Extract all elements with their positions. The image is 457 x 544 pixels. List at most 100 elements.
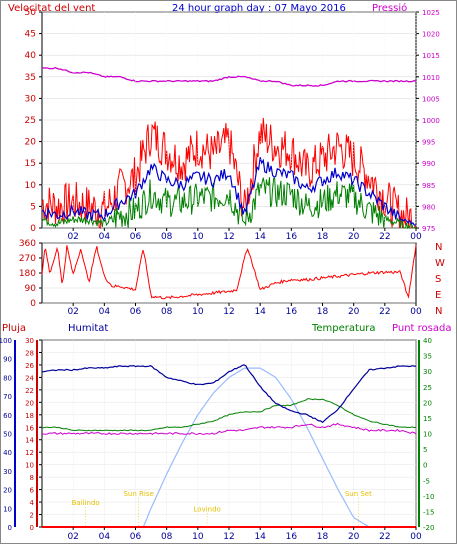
temperature-axis-bar bbox=[418, 340, 420, 527]
climate-hour-tick-label: 14 bbox=[254, 532, 266, 542]
wind-speed-tick-label: 40 bbox=[25, 51, 37, 61]
rain-tick-label: 26 bbox=[25, 362, 34, 370]
rain-tick-label: 2 bbox=[30, 512, 34, 520]
wind-hour-tick-label: 04 bbox=[99, 232, 111, 242]
humidity-tick-label: 50 bbox=[3, 431, 12, 439]
pressure-label: Pressió bbox=[372, 2, 407, 14]
sun-annotation-label: Sun Rise bbox=[123, 490, 153, 498]
humidity-tick-label: 70 bbox=[3, 393, 12, 401]
wind-speed-tick-label: 35 bbox=[25, 73, 36, 83]
wind-speed-tick-label: 30 bbox=[25, 94, 37, 104]
direction-hour-tick-label: 22 bbox=[379, 307, 390, 317]
wind-hour-tick-label: 06 bbox=[130, 232, 142, 242]
pressure-tick-label: 980 bbox=[422, 203, 435, 211]
wind-speed-tick-label: 20 bbox=[25, 138, 37, 148]
compass-letter: W bbox=[435, 258, 445, 269]
temperature-tick-label: -15 bbox=[423, 508, 434, 516]
rain-tick-label: 16 bbox=[25, 424, 34, 432]
direction-hour-tick-label: 04 bbox=[99, 307, 111, 317]
compass-letter: N bbox=[435, 242, 442, 253]
direction-tick-label: 360 bbox=[19, 239, 36, 249]
rain-tick-label: 14 bbox=[25, 437, 34, 445]
climate-hour-tick-label: 12 bbox=[223, 532, 234, 542]
humidity-axis: 0 10 20 30 40 50 60 70 80 90 100 bbox=[0, 337, 12, 532]
humidity-tick-label: 100 bbox=[0, 337, 12, 345]
direction-axis: 0 90 180 270 360 bbox=[19, 239, 42, 309]
dew-point-label: Punt rosada bbox=[392, 323, 451, 334]
wind-speed-axis: 0 5 10 15 20 25 30 35 40 45 50 bbox=[25, 8, 42, 234]
rain-tick-label: 30 bbox=[25, 337, 34, 345]
climate-hour-tick-label: 02 bbox=[67, 532, 78, 542]
temperature-tick-label: 20 bbox=[423, 399, 432, 407]
climate-hour-tick-label: 06 bbox=[130, 532, 142, 542]
rain-label: Pluja bbox=[2, 323, 26, 334]
rain-tick-label: 4 bbox=[30, 499, 35, 507]
humidity-tick-label: 90 bbox=[3, 356, 12, 364]
humidity-tick-label: 30 bbox=[3, 468, 12, 476]
direction-hour-axis: 02 04 06 08 10 12 14 16 18 20 22 00 bbox=[67, 303, 422, 317]
temperature-tick-label: 25 bbox=[423, 384, 432, 392]
dew-point-line bbox=[41, 422, 417, 435]
compass-letter: E bbox=[435, 290, 441, 301]
direction-tick-label: 90 bbox=[25, 284, 37, 294]
climate-hour-tick-label: 20 bbox=[348, 532, 360, 542]
pressure-tick-label: 985 bbox=[422, 182, 435, 190]
direction-hour-tick-label: 20 bbox=[348, 307, 360, 317]
temperature-label: Temperatura bbox=[311, 323, 376, 334]
temperature-tick-label: 5 bbox=[423, 446, 427, 454]
humidity-tick-label: 60 bbox=[3, 412, 12, 420]
humidity-tick-label: 20 bbox=[3, 487, 12, 495]
wind-speed-tick-label: 25 bbox=[25, 116, 36, 126]
pressure-tick-label: 1020 bbox=[422, 31, 440, 39]
humidity-tick-label: 0 bbox=[8, 524, 12, 532]
humidity-tick-label: 10 bbox=[3, 505, 12, 513]
wind-hour-tick-label: 12 bbox=[223, 232, 234, 242]
climate-hour-tick-label: 00 bbox=[410, 532, 422, 542]
rain-tick-label: 22 bbox=[25, 387, 34, 395]
direction-line bbox=[41, 244, 417, 300]
direction-hour-tick-label: 06 bbox=[130, 307, 142, 317]
pressure-tick-label: 1000 bbox=[422, 117, 440, 125]
pressure-tick-label: 995 bbox=[422, 139, 435, 147]
sun-annotation-label: Bailindo bbox=[72, 499, 100, 507]
climate-hour-tick-label: 22 bbox=[379, 532, 390, 542]
temperature-tick-label: 0 bbox=[423, 462, 427, 470]
temperature-tick-label: 15 bbox=[423, 415, 432, 423]
humidity-axis-bar bbox=[14, 340, 16, 527]
temperature-tick-label: -20 bbox=[423, 524, 434, 532]
wind-hour-axis: 02 04 06 08 10 12 14 16 18 20 22 00 bbox=[67, 12, 422, 242]
wind-speed-tick-label: 5 bbox=[30, 202, 36, 212]
sun-annotation-label: Lovindo bbox=[194, 505, 221, 513]
temperature-tick-label: -5 bbox=[423, 477, 430, 485]
pressure-tick-label: 990 bbox=[422, 160, 435, 168]
wind-speed-tick-label: 0 bbox=[30, 224, 36, 234]
climate-hour-tick-label: 04 bbox=[99, 532, 111, 542]
pressure-tick-label: 1005 bbox=[422, 95, 440, 103]
humidity-label: Humitat bbox=[68, 323, 108, 334]
temperature-tick-label: 30 bbox=[423, 368, 432, 376]
rain-tick-label: 10 bbox=[25, 462, 34, 470]
climate-hour-axis: 02 04 06 08 10 12 14 16 18 20 22 00 bbox=[67, 527, 422, 542]
temperature-line bbox=[41, 398, 417, 432]
rain-tick-label: 6 bbox=[30, 487, 35, 495]
direction-tick-label: 0 bbox=[30, 299, 36, 309]
rain-tick-label: 20 bbox=[25, 399, 34, 407]
climate-hour-tick-label: 18 bbox=[317, 532, 329, 542]
rain-tick-label: 18 bbox=[25, 412, 34, 420]
temperature-tick-label: 40 bbox=[423, 337, 432, 345]
direction-series bbox=[41, 244, 417, 300]
climate-hour-tick-label: 10 bbox=[192, 532, 204, 542]
rain-tick-label: 28 bbox=[25, 349, 34, 357]
direction-tick-label: 180 bbox=[19, 269, 36, 279]
temperature-tick-label: 10 bbox=[423, 431, 432, 439]
wind-hour-tick-label: 16 bbox=[286, 232, 298, 242]
sun-elevation-line bbox=[142, 367, 370, 528]
temperature-tick-label: 35 bbox=[423, 353, 432, 361]
direction-hour-tick-label: 00 bbox=[410, 307, 422, 317]
temperature-tick-label: -10 bbox=[423, 493, 434, 501]
direction-hour-tick-label: 10 bbox=[192, 307, 204, 317]
climate-hour-tick-label: 16 bbox=[286, 532, 298, 542]
wind-hour-tick-label: 00 bbox=[410, 232, 422, 242]
